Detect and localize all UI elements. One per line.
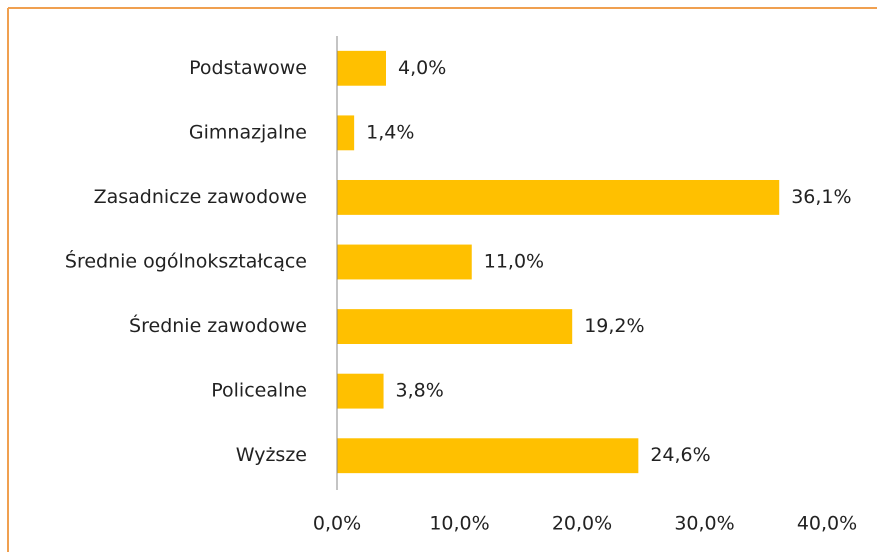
- y-tick-label: Podstawowe: [189, 57, 307, 79]
- y-tick-label: Gimnazjalne: [189, 121, 307, 143]
- data-label: 11,0%: [484, 251, 544, 273]
- x-tick-label: 10,0%: [429, 513, 489, 535]
- bar: [337, 438, 639, 474]
- data-label: 24,6%: [650, 444, 710, 466]
- x-tick-label: 0,0%: [313, 513, 361, 535]
- bar: [337, 179, 780, 215]
- data-label: 3,8%: [396, 380, 444, 402]
- y-tick-label: Wyższe: [236, 444, 307, 466]
- data-label: 36,1%: [791, 186, 851, 208]
- bar: [337, 244, 472, 280]
- bar: [337, 50, 386, 86]
- data-label: 1,4%: [366, 121, 414, 143]
- y-tick-label: Zasadnicze zawodowe: [94, 186, 307, 208]
- x-tick-label: 30,0%: [674, 513, 734, 535]
- bar: [337, 309, 573, 345]
- bar: [337, 115, 355, 151]
- x-tick-label: 20,0%: [552, 513, 612, 535]
- data-label: 19,2%: [584, 315, 644, 337]
- data-label: 4,0%: [398, 57, 446, 79]
- bar: [337, 373, 384, 409]
- y-tick-label: Średnie zawodowe: [129, 313, 307, 337]
- x-tick-label: 40,0%: [797, 513, 857, 535]
- y-tick-label: Średnie ogólnokształcące: [65, 249, 307, 273]
- y-tick-label: Policealne: [211, 380, 307, 402]
